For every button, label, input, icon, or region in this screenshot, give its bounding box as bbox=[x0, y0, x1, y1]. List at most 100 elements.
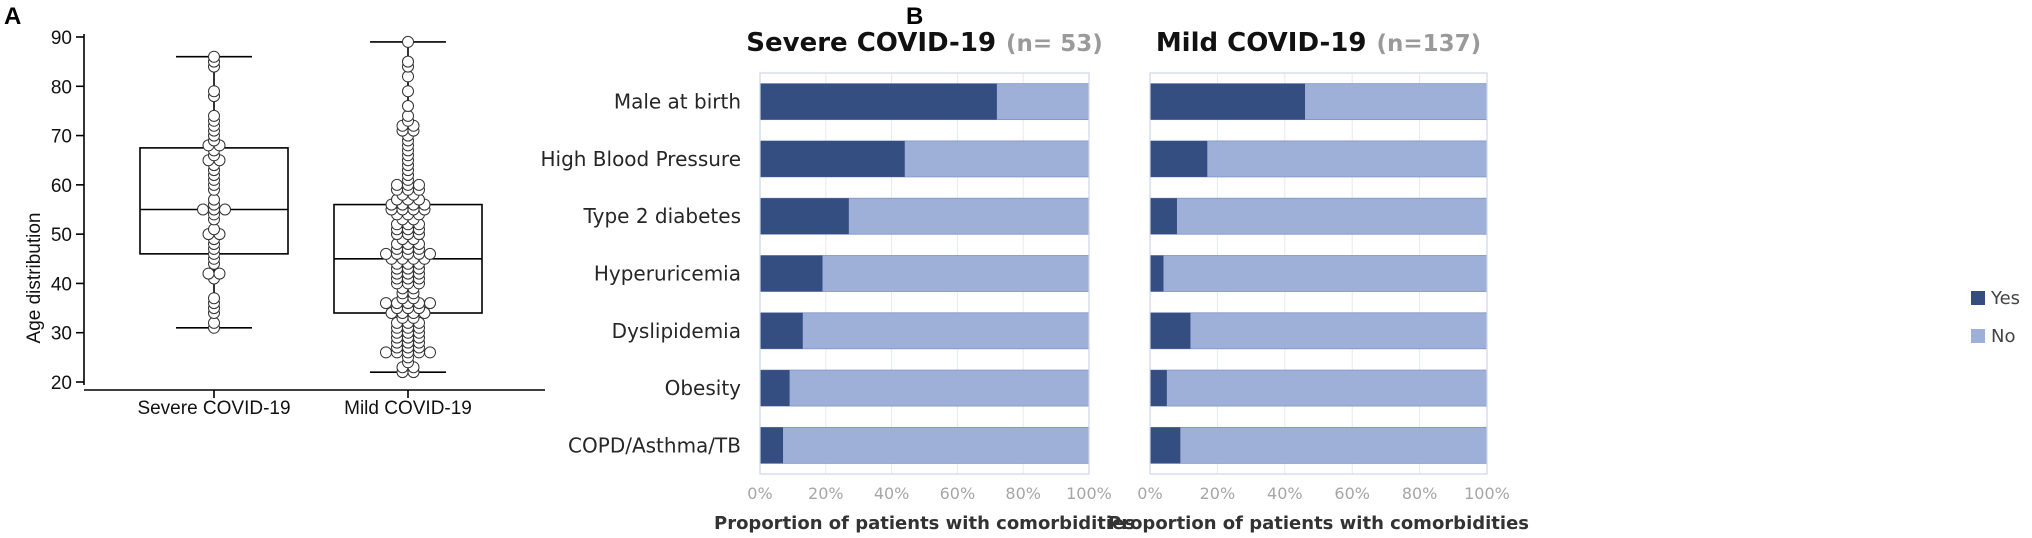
panel-b-label: B bbox=[906, 3, 923, 30]
bar-no-segment bbox=[759, 426, 1090, 464]
bar-no-segment bbox=[759, 312, 1090, 350]
x-tick-label: 100% bbox=[1464, 484, 1510, 503]
x-category-label: Mild COVID-19 bbox=[344, 398, 472, 419]
box-plot-groups: Severe COVID-19 Mild COVID-19 bbox=[137, 35, 483, 419]
y-axis: 20 30 40 50 60 70 80 90 bbox=[51, 28, 545, 394]
bar-yes-segment bbox=[760, 198, 849, 235]
bar-yes-segment bbox=[1150, 198, 1177, 235]
data-point bbox=[402, 85, 414, 98]
y-tick-label: 40 bbox=[51, 274, 72, 295]
data-point bbox=[208, 292, 220, 305]
bar-yes-segment bbox=[760, 83, 997, 120]
legend-no-label: No bbox=[1991, 326, 2015, 347]
category-label: Male at birth bbox=[614, 90, 741, 114]
bar-yes-segment bbox=[760, 140, 905, 177]
bar-yes-segment bbox=[760, 312, 803, 349]
category-label: Dyslipidemia bbox=[612, 319, 741, 343]
data-point bbox=[208, 85, 220, 98]
bar-yes-segment bbox=[1150, 140, 1208, 177]
panel-title-text: Mild COVID-19 bbox=[1156, 28, 1367, 58]
panel-n-label: (n= 53) bbox=[1006, 31, 1103, 57]
bar-panel-0: Severe COVID-19 (n= 53) 0% 20% 40% 60% 80% 100%… bbox=[714, 28, 1135, 534]
bar-no-segment bbox=[759, 369, 1090, 407]
category-label: Type 2 diabetes bbox=[583, 204, 741, 228]
x-tick-label: 80% bbox=[1005, 484, 1041, 503]
data-point bbox=[402, 70, 414, 83]
bar-yes-segment bbox=[760, 427, 784, 464]
data-point bbox=[208, 223, 220, 236]
data-point bbox=[424, 297, 436, 310]
y-tick-label: 20 bbox=[51, 373, 72, 394]
panel-n-label: (n=137) bbox=[1377, 31, 1482, 57]
x-tick-label: 80% bbox=[1402, 484, 1438, 503]
box-group-0: Severe COVID-19 bbox=[137, 50, 291, 419]
data-point bbox=[208, 316, 220, 329]
bar-panels: Severe COVID-19 (n= 53) 0% 20% 40% 60% 80% 100%… bbox=[714, 28, 1529, 534]
bar-yes-segment bbox=[1150, 255, 1164, 292]
panel-title: Severe COVID-19 (n= 53) bbox=[746, 28, 1102, 58]
data-point bbox=[213, 267, 226, 280]
data-point bbox=[202, 267, 215, 280]
panel-b-stacked-bars: B Male at birth High Blood Pressure Type 2… bbox=[540, 3, 2020, 534]
panel-a-label: A bbox=[4, 3, 21, 30]
data-point bbox=[208, 193, 220, 206]
legend: Yes No bbox=[1971, 288, 2020, 347]
x-tick-label: 20% bbox=[808, 484, 844, 503]
data-point bbox=[380, 346, 392, 359]
data-point bbox=[208, 109, 220, 122]
bar-yes-segment bbox=[1150, 83, 1306, 120]
bar-yes-segment bbox=[760, 255, 823, 292]
data-point bbox=[380, 247, 392, 260]
data-point bbox=[208, 50, 220, 63]
category-label: Hyperuricemia bbox=[594, 262, 741, 286]
category-label: COPD/Asthma/TB bbox=[568, 433, 741, 457]
panel-a-box-plot: A Age distribution 20 30 40 50 60 70 80 90 Seve… bbox=[4, 3, 545, 419]
bar-yes-segment bbox=[1150, 312, 1191, 349]
data-point bbox=[380, 297, 392, 310]
x-tick-label: 40% bbox=[1267, 484, 1303, 503]
bar-no-segment bbox=[1149, 426, 1488, 464]
data-point bbox=[424, 346, 436, 359]
category-label: High Blood Pressure bbox=[540, 147, 741, 171]
x-tick-label: 20% bbox=[1200, 484, 1236, 503]
legend-no-swatch bbox=[1971, 329, 1985, 343]
data-point bbox=[402, 109, 414, 122]
box-group-1: Mild COVID-19 bbox=[333, 35, 483, 419]
bar-no-segment bbox=[1149, 197, 1488, 235]
data-point bbox=[402, 35, 414, 48]
plot-frame bbox=[759, 72, 1090, 475]
y-tick-label: 50 bbox=[51, 225, 72, 246]
y-tick-label: 30 bbox=[51, 324, 72, 345]
data-point bbox=[391, 178, 403, 191]
bar-yes-segment bbox=[1150, 427, 1181, 464]
category-labels: Male at birth High Blood Pressure Type 2 d… bbox=[540, 90, 741, 458]
bar-yes-segment bbox=[1150, 370, 1167, 407]
data-point bbox=[402, 100, 414, 112]
bar-no-segment bbox=[1149, 312, 1488, 350]
x-tick-label: 60% bbox=[1334, 484, 1370, 503]
x-tick-label: 0% bbox=[747, 484, 772, 503]
panel-title: Mild COVID-19 (n=137) bbox=[1156, 28, 1481, 58]
x-tick-label: 0% bbox=[1137, 484, 1162, 503]
x-axis-title: Proportion of patients with comorbiditie… bbox=[1108, 513, 1529, 534]
data-point bbox=[424, 247, 436, 260]
x-category-label: Severe COVID-19 bbox=[137, 398, 290, 419]
bar-yes-segment bbox=[760, 370, 790, 407]
data-point bbox=[219, 203, 231, 216]
legend-yes-swatch bbox=[1971, 291, 1985, 305]
panel-title-text: Severe COVID-19 bbox=[746, 28, 996, 58]
legend-yes-label: Yes bbox=[1990, 288, 2020, 309]
data-point bbox=[197, 203, 209, 216]
y-axis-title: Age distribution bbox=[24, 213, 45, 344]
y-tick-label: 70 bbox=[51, 127, 72, 148]
data-point bbox=[402, 55, 414, 68]
plot-frame bbox=[1149, 72, 1488, 475]
x-tick-label: 60% bbox=[940, 484, 976, 503]
bar-no-segment bbox=[1149, 369, 1488, 407]
data-point bbox=[413, 178, 425, 191]
bar-no-segment bbox=[1149, 255, 1488, 292]
x-axis-title: Proportion of patients with comorbiditie… bbox=[714, 513, 1135, 534]
bar-panel-1: Mild COVID-19 (n=137) 0% 20% 40% 60% 80% 100% Pr… bbox=[1108, 28, 1529, 534]
y-tick-label: 80 bbox=[51, 77, 72, 98]
